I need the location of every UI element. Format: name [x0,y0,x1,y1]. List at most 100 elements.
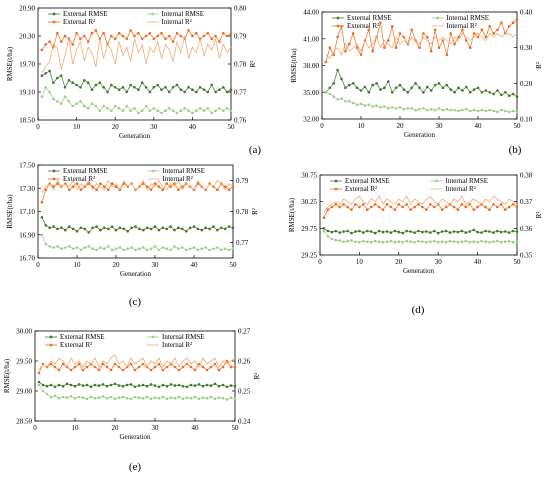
data-point [330,205,334,209]
data-point [460,203,464,206]
data-point [223,185,227,188]
data-point [145,226,149,230]
data-point [165,227,168,231]
data-point [113,37,117,41]
data-point [187,29,190,32]
data-point [409,208,412,211]
data-point [94,83,98,87]
data-point [436,240,440,244]
data-point [153,245,157,248]
data-point [346,239,349,243]
y2-axis-title: R² [249,61,257,68]
data-point [387,107,390,110]
data-point [409,240,412,243]
data-point [200,228,204,232]
data-point [75,102,78,105]
data-point [145,248,149,252]
x-axis-title: Generation [119,433,151,441]
plot-frame [34,330,236,422]
data-point [144,86,148,89]
data-point [385,230,389,233]
data-point [452,230,456,233]
data-point [129,109,132,112]
data-point [397,240,401,243]
data-point [109,368,113,372]
data-point [63,86,67,89]
data-point [338,231,342,234]
data-point [179,88,183,91]
legend-label: External RMSE [60,333,105,341]
data-point [152,86,156,89]
data-point [381,240,385,244]
data-point [134,225,137,228]
legend-label: Internal RMSE [162,10,205,18]
y2-tick-label: 0.77 [236,239,249,247]
x-tick-label: 10 [72,424,80,432]
data-point [393,240,397,244]
data-point [417,229,420,233]
data-point [355,46,359,49]
data-point [402,107,406,111]
data-point [472,88,476,91]
data-point [332,53,336,57]
x-tick-label: 20 [395,258,403,266]
data-point [511,109,515,113]
x-tick-label: 30 [436,122,444,130]
x-tick-label: 0 [36,123,40,131]
data-point [106,188,110,192]
data-point [377,240,381,243]
legend-label: External R² [60,341,92,349]
data-point [213,382,217,386]
data-point [366,240,369,243]
data-point [129,362,133,366]
x-tick-label: 50 [230,261,238,269]
y2-tick-label: 0.26 [238,358,251,366]
data-point [492,231,495,234]
x-tick-label: 40 [192,424,200,432]
data-point [95,248,98,252]
y-tick-label: 41.00 [303,35,319,43]
data-point [348,83,351,87]
data-point [161,226,165,230]
data-point [362,239,365,243]
data-point [133,86,136,89]
series-internal-r2 [325,32,518,60]
data-point [161,395,165,399]
data-point [121,109,125,112]
data-point [37,371,41,375]
data-point [117,107,121,110]
y-tick-label: 17.30 [19,185,35,193]
y-tick-label: 35.00 [303,89,319,97]
data-point [366,208,369,211]
data-point [137,111,140,115]
data-point [126,230,129,233]
data-point [222,109,225,112]
data-point [389,205,393,209]
data-point [414,108,417,112]
y-tick-label: 28.50 [16,418,32,426]
data-point [141,362,145,366]
data-point [214,109,217,112]
data-point [97,384,101,387]
data-point [452,205,456,209]
data-point [444,229,448,233]
data-point [398,32,402,35]
y-tick-label: 29.75 [301,225,317,233]
data-point [496,110,499,114]
data-point [160,111,163,115]
data-point [429,240,432,243]
data-point [358,205,361,209]
data-point [109,383,113,387]
data-point [358,240,361,244]
data-point [465,85,468,89]
data-point [156,34,159,38]
y-tick-label: 29.25 [301,252,317,260]
data-point [49,383,53,387]
y-axis-title: RMSE(t/ha) [288,197,296,232]
series-line [41,234,234,251]
y-tick-label: 29.00 [16,388,32,396]
data-point [218,88,221,91]
data-point [97,396,101,399]
data-point [177,383,181,387]
